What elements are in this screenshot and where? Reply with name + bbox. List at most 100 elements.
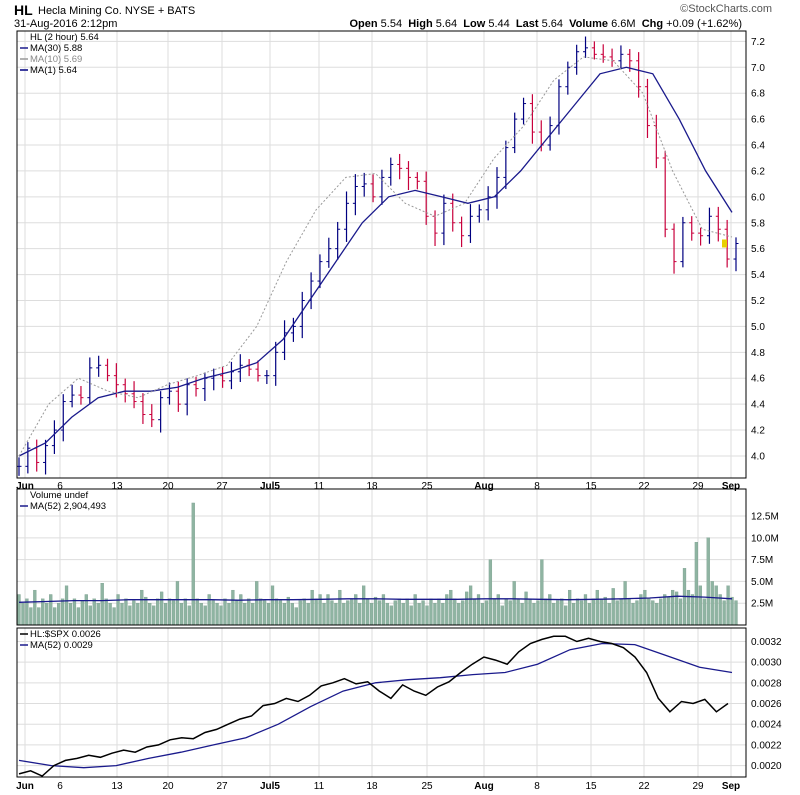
volume-bar (647, 598, 651, 626)
volume-bar (425, 605, 429, 626)
volume-bar (512, 581, 516, 626)
grid-lines (17, 31, 746, 777)
volume-bar (156, 598, 160, 626)
x-tick-label: 29 (692, 481, 704, 492)
volume-bar (484, 600, 489, 626)
y-tick-label: 4.4 (751, 400, 765, 411)
y-tick-label: 7.0 (751, 63, 765, 74)
volume-bar (710, 581, 714, 626)
ma30-line (18, 66, 733, 457)
volume-bar (183, 598, 187, 626)
volume-bar (235, 600, 239, 626)
panel-frame (16, 30, 747, 479)
legend-ratio-ma: MA(52) 0.0029 (30, 640, 93, 651)
volume-bar (369, 603, 374, 626)
volume-bar (722, 600, 726, 626)
volume-bar (203, 605, 207, 626)
volume-bar (128, 605, 132, 626)
y-tick-label: 6.4 (751, 141, 765, 152)
brand-logo[interactable]: ©StockCharts.com (680, 3, 772, 15)
volume-bar (227, 603, 231, 626)
chg-label: Chg (641, 18, 664, 30)
legend-ma10: MA(10) 5.69 (30, 54, 82, 65)
volume-bar (385, 603, 390, 626)
x-tick-label: 11 (314, 481, 325, 492)
volume-bar (266, 603, 271, 626)
legend-volume-ma: MA(52) 2,904,493 (30, 501, 106, 512)
volume-bar (595, 589, 599, 626)
volume-bar (330, 600, 334, 626)
volume-bar (362, 585, 366, 626)
x-tick-label: 25 (421, 781, 433, 792)
x-tick-label: 6 (57, 481, 63, 492)
y-tick-label: 5.4 (751, 270, 765, 281)
volume-bar (84, 594, 88, 626)
volume-bar (500, 605, 504, 626)
volume-bar (651, 600, 655, 626)
x-tick-label: Jun (16, 781, 34, 792)
volume-bar (698, 585, 702, 626)
volume-bar (322, 603, 326, 626)
volume-bar (631, 603, 635, 626)
volume-bar (334, 603, 338, 626)
volume-bar (643, 589, 647, 626)
x-tick-label: 15 (585, 481, 597, 492)
volume-bar (278, 600, 283, 626)
volume-bar (108, 603, 112, 626)
volume-bar (659, 598, 663, 626)
volume-bar (694, 542, 699, 626)
volume-bar (437, 598, 441, 626)
volume-bar (488, 559, 493, 626)
volume-bar (591, 598, 596, 626)
volume-bar (575, 598, 580, 626)
x-tick-label: 11 (314, 781, 325, 792)
x-tick-label: 29 (692, 781, 704, 792)
volume-bar (552, 603, 556, 626)
last-price-marker (722, 239, 727, 248)
last-value: 5.64 (541, 18, 563, 30)
chart-marks (16, 36, 739, 777)
open-label: Open (349, 18, 378, 30)
volume-label: Volume (569, 18, 609, 30)
y-tick-label: 4.0 (751, 451, 765, 462)
volume-bar (560, 598, 564, 626)
x-tick-label: Aug (474, 781, 493, 792)
volume-bar (599, 598, 603, 626)
volume-bar (421, 600, 425, 626)
volume-bar (397, 598, 401, 626)
volume-bar (25, 598, 29, 626)
volume-bar (417, 603, 421, 626)
y-tick-label: 0.0028 (751, 678, 782, 689)
volume-bar (504, 598, 508, 626)
volume-bar (29, 607, 33, 626)
volume-bar (243, 603, 247, 626)
volume-bar (579, 600, 584, 626)
y-tick-label: 4.8 (751, 348, 765, 359)
volume-bar (389, 605, 393, 626)
y-tick-label: 6.2 (751, 166, 765, 177)
volume-bar (136, 603, 140, 626)
volume-bar (480, 603, 485, 626)
y-tick-label: 2.5M (751, 599, 773, 610)
volume-bar (255, 581, 259, 626)
volume-bar (635, 600, 639, 626)
volume-bar (532, 603, 536, 626)
volume-bar (120, 603, 124, 626)
volume-bar (377, 600, 382, 626)
volume-bar (223, 598, 227, 626)
panel-frame (16, 627, 747, 778)
volume-bar (49, 594, 53, 626)
ma10-line (18, 56, 733, 457)
x-tick-label: 13 (111, 781, 123, 792)
volume-bar (465, 591, 469, 626)
y-tick-label: 7.5M (751, 555, 773, 566)
y-tick-label: 0.0032 (751, 637, 782, 648)
last-label: Last (515, 18, 539, 30)
y-tick-label: 7.2 (751, 37, 765, 48)
volume-bar (556, 600, 560, 626)
volume-bar (167, 598, 172, 626)
low-value: 5.44 (488, 18, 510, 30)
volume-bar (492, 598, 496, 626)
x-tick-label: 22 (638, 781, 650, 792)
